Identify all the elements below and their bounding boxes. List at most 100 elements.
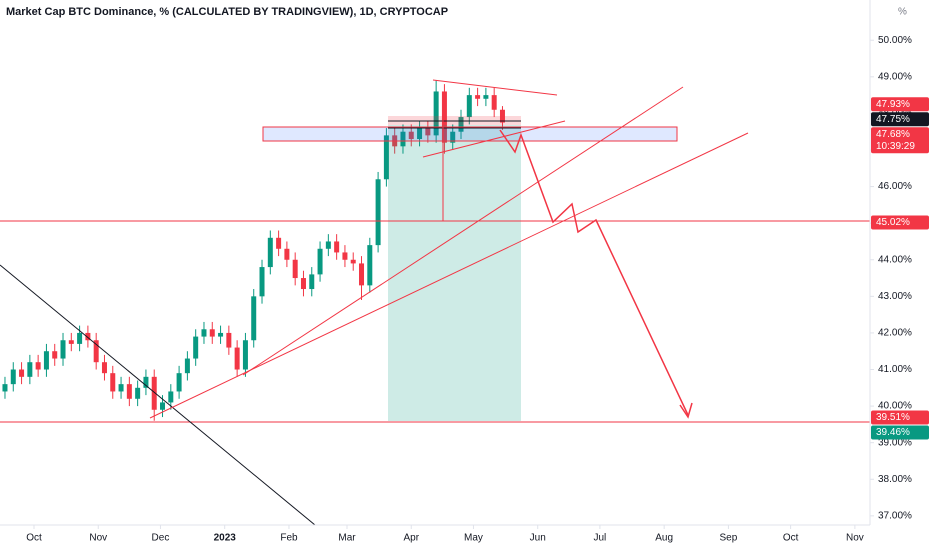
x-tick-label: Nov [89,533,107,544]
candle-body [110,373,116,392]
candle-body [342,252,348,260]
x-tick-label: Jul [594,533,607,544]
candle-body [126,384,132,399]
candle-body [10,369,16,385]
candle-body [118,384,124,392]
x-tick-label: Jun [530,533,546,544]
candle-body [300,278,306,290]
candle-body [226,332,232,348]
x-tick-label: Aug [655,533,673,544]
candle-body [408,131,414,140]
arrow-head [679,402,693,419]
candle-body [218,332,224,337]
price-label-box [871,97,929,112]
projection-path [499,129,689,416]
candle-body [483,95,489,99]
candle-body [359,263,365,286]
price-label: 47.93% [876,99,910,110]
unit-label: % [898,7,907,18]
candle-body [317,248,323,275]
x-tick-label: Oct [26,533,42,544]
candle-body [242,340,248,370]
y-tick-label: 42.00% [878,328,912,339]
candle-body [52,351,58,359]
candle-body [43,351,49,370]
price-label-box [871,410,929,425]
candle-body [19,369,25,377]
candle-body [27,362,33,377]
x-tick-label: Oct [783,533,799,544]
candle-body [466,95,472,118]
candle-body [143,376,149,388]
candle-body [325,241,331,249]
candle-body [433,91,439,136]
candle-body [499,109,505,123]
candle-body [209,329,215,337]
candle-body [276,237,282,249]
x-tick-label: Mar [338,533,356,544]
price-label: 47.68% [876,129,910,140]
candle-body [350,259,356,264]
candle-body [201,329,207,337]
candle-body [68,340,74,344]
candle-body [491,95,497,110]
chart-title: Market Cap BTC Dominance, % (CALCULATED … [6,6,448,18]
candle-body [400,131,406,147]
trend-line [0,264,316,526]
x-tick-label: Feb [280,533,298,544]
y-tick-label: 44.00% [878,254,912,265]
candle-body [77,332,83,344]
candle-body [251,296,257,341]
price-label-box [871,112,929,127]
candle-body [160,402,166,410]
candles [2,80,505,421]
price-label-box [871,215,929,230]
price-label: 47.75% [876,114,910,125]
candle-body [458,117,464,132]
price-label: 45.02% [876,217,910,228]
trend-line [242,86,684,376]
trend-line [422,120,566,158]
candle-body [417,128,423,140]
price-label-box [871,425,929,440]
y-tick-label: 37.00% [878,510,912,521]
candle-body [375,179,381,246]
candle-body [85,332,91,341]
candle-body [101,362,107,374]
x-tick-label: Dec [152,533,170,544]
drawings [0,79,870,526]
y-tick-label: 38.00% [878,474,912,485]
candle-body [176,373,182,392]
candle-body [151,376,157,410]
candle-body [450,131,456,143]
x-tick-label: 2023 [214,533,237,544]
y-tick-label: 50.00% [878,35,912,46]
candle-body [425,128,431,136]
candle-body [441,91,447,143]
y-tick-label: 39.00% [878,437,912,448]
candle-body [267,237,273,268]
y-tick-label: 46.00% [878,181,912,192]
candle-body [2,384,8,392]
price-label: 39.46% [876,427,910,438]
price-label-time: 10:39:29 [876,141,915,152]
x-tick-label: Nov [846,533,864,544]
y-tick-label: 49.00% [878,71,912,82]
candle-body [334,241,340,253]
range-box [262,126,678,142]
candle-body [309,274,315,290]
candle-body [367,245,373,286]
price-label-box [871,127,929,154]
y-tick-label: 43.00% [878,291,912,302]
x-tick-label: Sep [720,533,738,544]
x-tick-label: Apr [403,533,419,544]
candle-body [475,95,481,99]
candle-body [284,248,290,260]
candle-body [93,340,99,363]
candle-body [193,336,199,359]
candle-body [168,391,174,403]
x-tick-label: May [464,533,483,544]
candle-body [259,267,265,297]
